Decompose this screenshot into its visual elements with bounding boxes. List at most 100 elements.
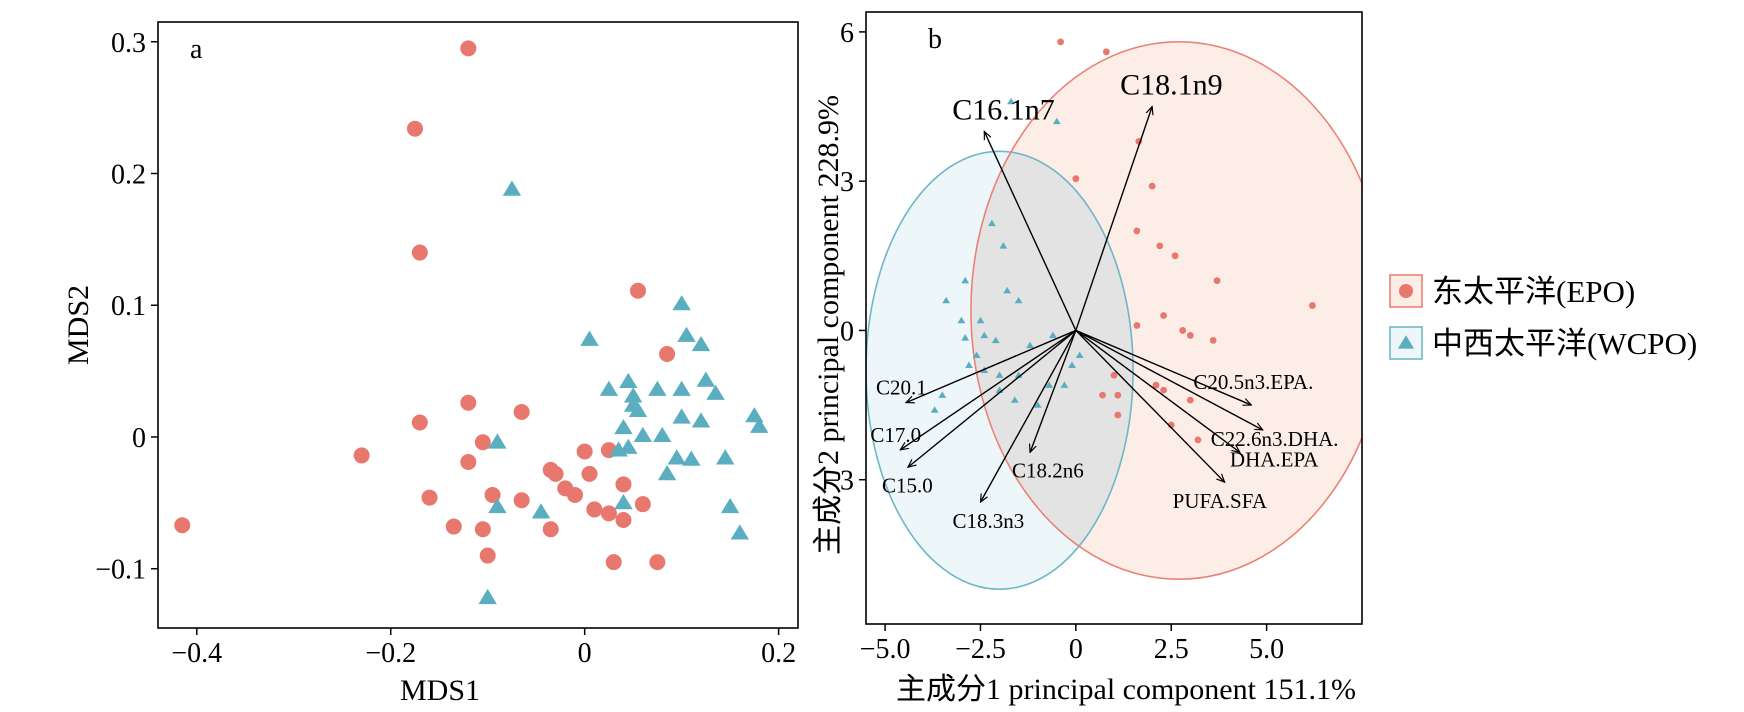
loading-arrow — [906, 329, 1077, 402]
wcpo-point — [502, 180, 522, 196]
wcpo-point — [987, 219, 996, 227]
legend-item-label: 东太平洋(EPO) — [1432, 274, 1635, 309]
legend: 东太平洋(EPO) 中西太平洋(WCPO) — [1389, 274, 1697, 361]
epo-point — [474, 521, 491, 538]
wcpo-point — [1033, 401, 1042, 408]
wcpo-point — [653, 426, 672, 443]
wcpo-point — [1049, 331, 1057, 339]
epo-point — [1209, 336, 1217, 344]
epo-point — [1186, 396, 1194, 404]
loading-label: PUFA.SFA — [1173, 489, 1268, 513]
epo-point — [1114, 411, 1122, 419]
epo-point — [1186, 332, 1194, 339]
wcpo-point — [657, 465, 677, 481]
wcpo-point — [696, 371, 716, 387]
loading-label: C20.1 — [876, 376, 927, 400]
wcpo-point — [1014, 296, 1023, 304]
panel-a-x-tick-label: 0.2 — [761, 638, 796, 669]
wcpo-point — [957, 316, 966, 324]
epo-point — [586, 501, 603, 518]
loading-arrow — [1075, 329, 1225, 482]
epo-point — [474, 434, 491, 451]
wcpo-point — [609, 441, 628, 457]
epo-point — [659, 345, 676, 362]
epo-point — [630, 282, 646, 299]
wcpo-point — [672, 295, 691, 311]
wcpo-point — [999, 242, 1008, 249]
epo-point — [1099, 391, 1106, 399]
loading-label: C18.3n3 — [952, 509, 1024, 533]
wcpo-point — [677, 326, 696, 342]
wcpo-point — [965, 361, 973, 368]
panel-a-y-tick-label: 0.3 — [111, 28, 146, 59]
wcpo-point — [667, 449, 686, 465]
epo-point — [460, 394, 477, 411]
epo-point — [1171, 252, 1179, 260]
epo-point — [513, 403, 530, 420]
panel-b-y-tick-label: −3 — [824, 466, 854, 497]
panel-a-y-tick-label: 0.2 — [111, 160, 146, 191]
wcpo-point — [730, 524, 750, 540]
epo-point — [411, 414, 428, 431]
epo-point — [460, 40, 477, 57]
panel-a-x-axis-title: MDS1 — [400, 674, 480, 707]
wcpo-point — [961, 276, 970, 284]
wcpo-point — [706, 384, 725, 400]
wcpo-point — [619, 372, 638, 389]
legend-circle-icon — [1399, 284, 1413, 298]
panel-b-y-axis-title: 主成分2 principal component 228.9% — [812, 95, 845, 555]
panel-a-frame — [157, 21, 799, 629]
wcpo-point — [716, 449, 735, 465]
epo-point — [1148, 182, 1156, 190]
epo-point — [634, 496, 651, 513]
wcpo-point — [488, 433, 507, 449]
loading-arrow — [1075, 329, 1263, 430]
epo-point — [406, 120, 423, 137]
wcpo-point — [648, 380, 667, 396]
panel-b-y-axis: −3 0 3 6 — [824, 18, 866, 497]
panel-b-loadings: C16.1n7 C18.1n9 C20.1 C17.0 C15.0 C18.3n3 C18.… — [870, 69, 1338, 534]
epo-point — [460, 454, 477, 471]
wcpo-point — [745, 407, 764, 423]
epo-point — [1133, 227, 1141, 235]
panel-b-points — [930, 38, 1316, 444]
wcpo-point — [980, 331, 989, 339]
epo-point — [600, 505, 617, 522]
loading-label: C20.5n3.EPA. — [1193, 370, 1313, 394]
epo-point — [479, 547, 496, 564]
panel-b-label: b — [928, 24, 942, 55]
panel-a-x-tick-label: −0.2 — [365, 638, 416, 669]
loading-label: C17.0 — [870, 423, 921, 447]
epo-point — [1179, 327, 1187, 334]
wcpo-point — [614, 418, 633, 435]
wcpo-point — [1045, 381, 1054, 388]
panel-a-y-tick-label: 0.1 — [111, 291, 146, 322]
wcpo-point — [1068, 361, 1076, 368]
epo-point — [1072, 175, 1080, 183]
epo-point — [576, 443, 593, 460]
panel-a-y-axis: −0.1 0 0.1 0.2 0.3 — [95, 28, 158, 586]
epo-point — [649, 554, 666, 571]
loading-arrow — [1030, 330, 1077, 452]
loading-arrow — [1075, 329, 1240, 452]
panel-b-y-tick-label: 0 — [840, 316, 854, 347]
panel-b: C16.1n7 C18.1n9 C20.1 C17.0 C15.0 C18.3n3 C18.… — [812, 11, 1363, 706]
epo-point — [411, 244, 428, 261]
panel-b-frame — [865, 11, 1363, 625]
wcpo-point — [531, 503, 551, 519]
wcpo-point — [580, 330, 599, 346]
epo-point — [1194, 436, 1202, 444]
wcpo-point — [623, 387, 643, 403]
panel-b-y-tick-label: 3 — [840, 167, 854, 198]
wcpo-point — [478, 588, 497, 605]
wcpo-point — [628, 401, 648, 418]
legend-item-label: 中西太平洋(WCPO) — [1432, 326, 1697, 361]
epo-point — [615, 511, 632, 528]
loading-arrow — [900, 329, 1077, 449]
wcpo-point — [488, 497, 507, 514]
loading-arrow — [980, 330, 1077, 502]
loading-label: C15.0 — [882, 473, 933, 497]
loading-arrow — [1075, 107, 1152, 331]
epo-point — [1102, 48, 1110, 56]
